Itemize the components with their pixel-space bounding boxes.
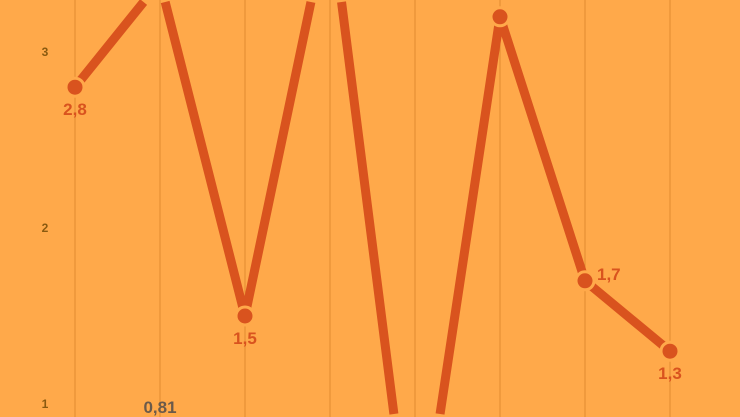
data-point xyxy=(489,6,511,28)
y-tick-label: 3 xyxy=(42,45,49,59)
y-tick-label: 1 xyxy=(42,397,49,411)
data-point xyxy=(234,305,256,327)
data-point xyxy=(659,340,681,362)
annotation-label: 0,81 xyxy=(143,398,176,417)
data-point xyxy=(64,76,86,98)
data-point xyxy=(574,270,596,292)
data-label: 1,3 xyxy=(658,364,682,383)
data-label: 2,8 xyxy=(63,100,87,119)
series-line xyxy=(71,0,673,415)
data-label: 1,7 xyxy=(597,265,621,284)
y-tick-label: 2 xyxy=(42,221,49,235)
data-label: 1,5 xyxy=(233,329,257,348)
